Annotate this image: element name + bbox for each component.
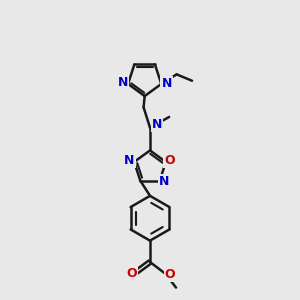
Text: O: O	[164, 154, 175, 167]
Text: N: N	[161, 77, 172, 91]
Text: N: N	[152, 118, 162, 131]
Text: O: O	[165, 268, 176, 281]
Text: N: N	[118, 76, 128, 89]
Text: N: N	[159, 175, 170, 188]
Text: O: O	[126, 267, 137, 280]
Text: N: N	[124, 154, 135, 167]
